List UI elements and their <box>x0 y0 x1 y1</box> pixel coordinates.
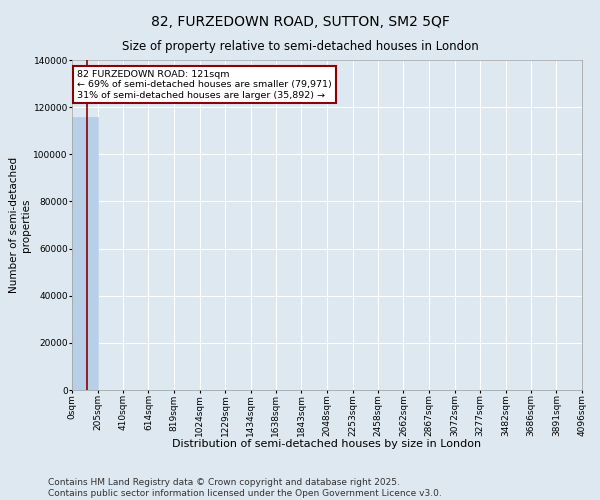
X-axis label: Distribution of semi-detached houses by size in London: Distribution of semi-detached houses by … <box>172 439 482 449</box>
Text: 82 FURZEDOWN ROAD: 121sqm
← 69% of semi-detached houses are smaller (79,971)
31%: 82 FURZEDOWN ROAD: 121sqm ← 69% of semi-… <box>77 70 332 100</box>
Text: Size of property relative to semi-detached houses in London: Size of property relative to semi-detach… <box>122 40 478 53</box>
Text: Contains HM Land Registry data © Crown copyright and database right 2025.
Contai: Contains HM Land Registry data © Crown c… <box>48 478 442 498</box>
Text: 82, FURZEDOWN ROAD, SUTTON, SM2 5QF: 82, FURZEDOWN ROAD, SUTTON, SM2 5QF <box>151 15 449 29</box>
Y-axis label: Number of semi-detached
properties: Number of semi-detached properties <box>9 157 31 293</box>
Bar <box>72 117 98 390</box>
